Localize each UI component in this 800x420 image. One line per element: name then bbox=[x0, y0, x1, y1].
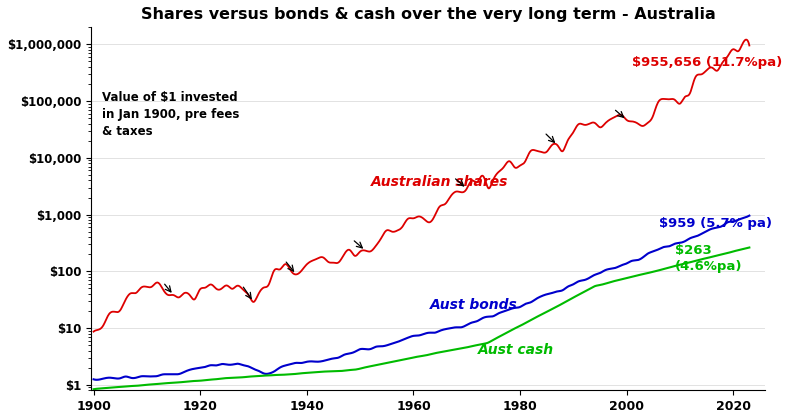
Text: $955,656 (11.7%pa): $955,656 (11.7%pa) bbox=[632, 56, 782, 69]
Text: $959 (5.7% pa): $959 (5.7% pa) bbox=[658, 217, 772, 230]
Title: Shares versus bonds & cash over the very long term - Australia: Shares versus bonds & cash over the very… bbox=[141, 7, 715, 22]
Text: Aust cash: Aust cash bbox=[478, 343, 554, 357]
Text: $263
(4.6%pa): $263 (4.6%pa) bbox=[674, 244, 742, 273]
Text: Value of $1 invested
in Jan 1900, pre fees
& taxes: Value of $1 invested in Jan 1900, pre fe… bbox=[102, 91, 239, 138]
Text: Aust bonds: Aust bonds bbox=[430, 298, 518, 312]
Text: Australian shares: Australian shares bbox=[371, 175, 508, 189]
